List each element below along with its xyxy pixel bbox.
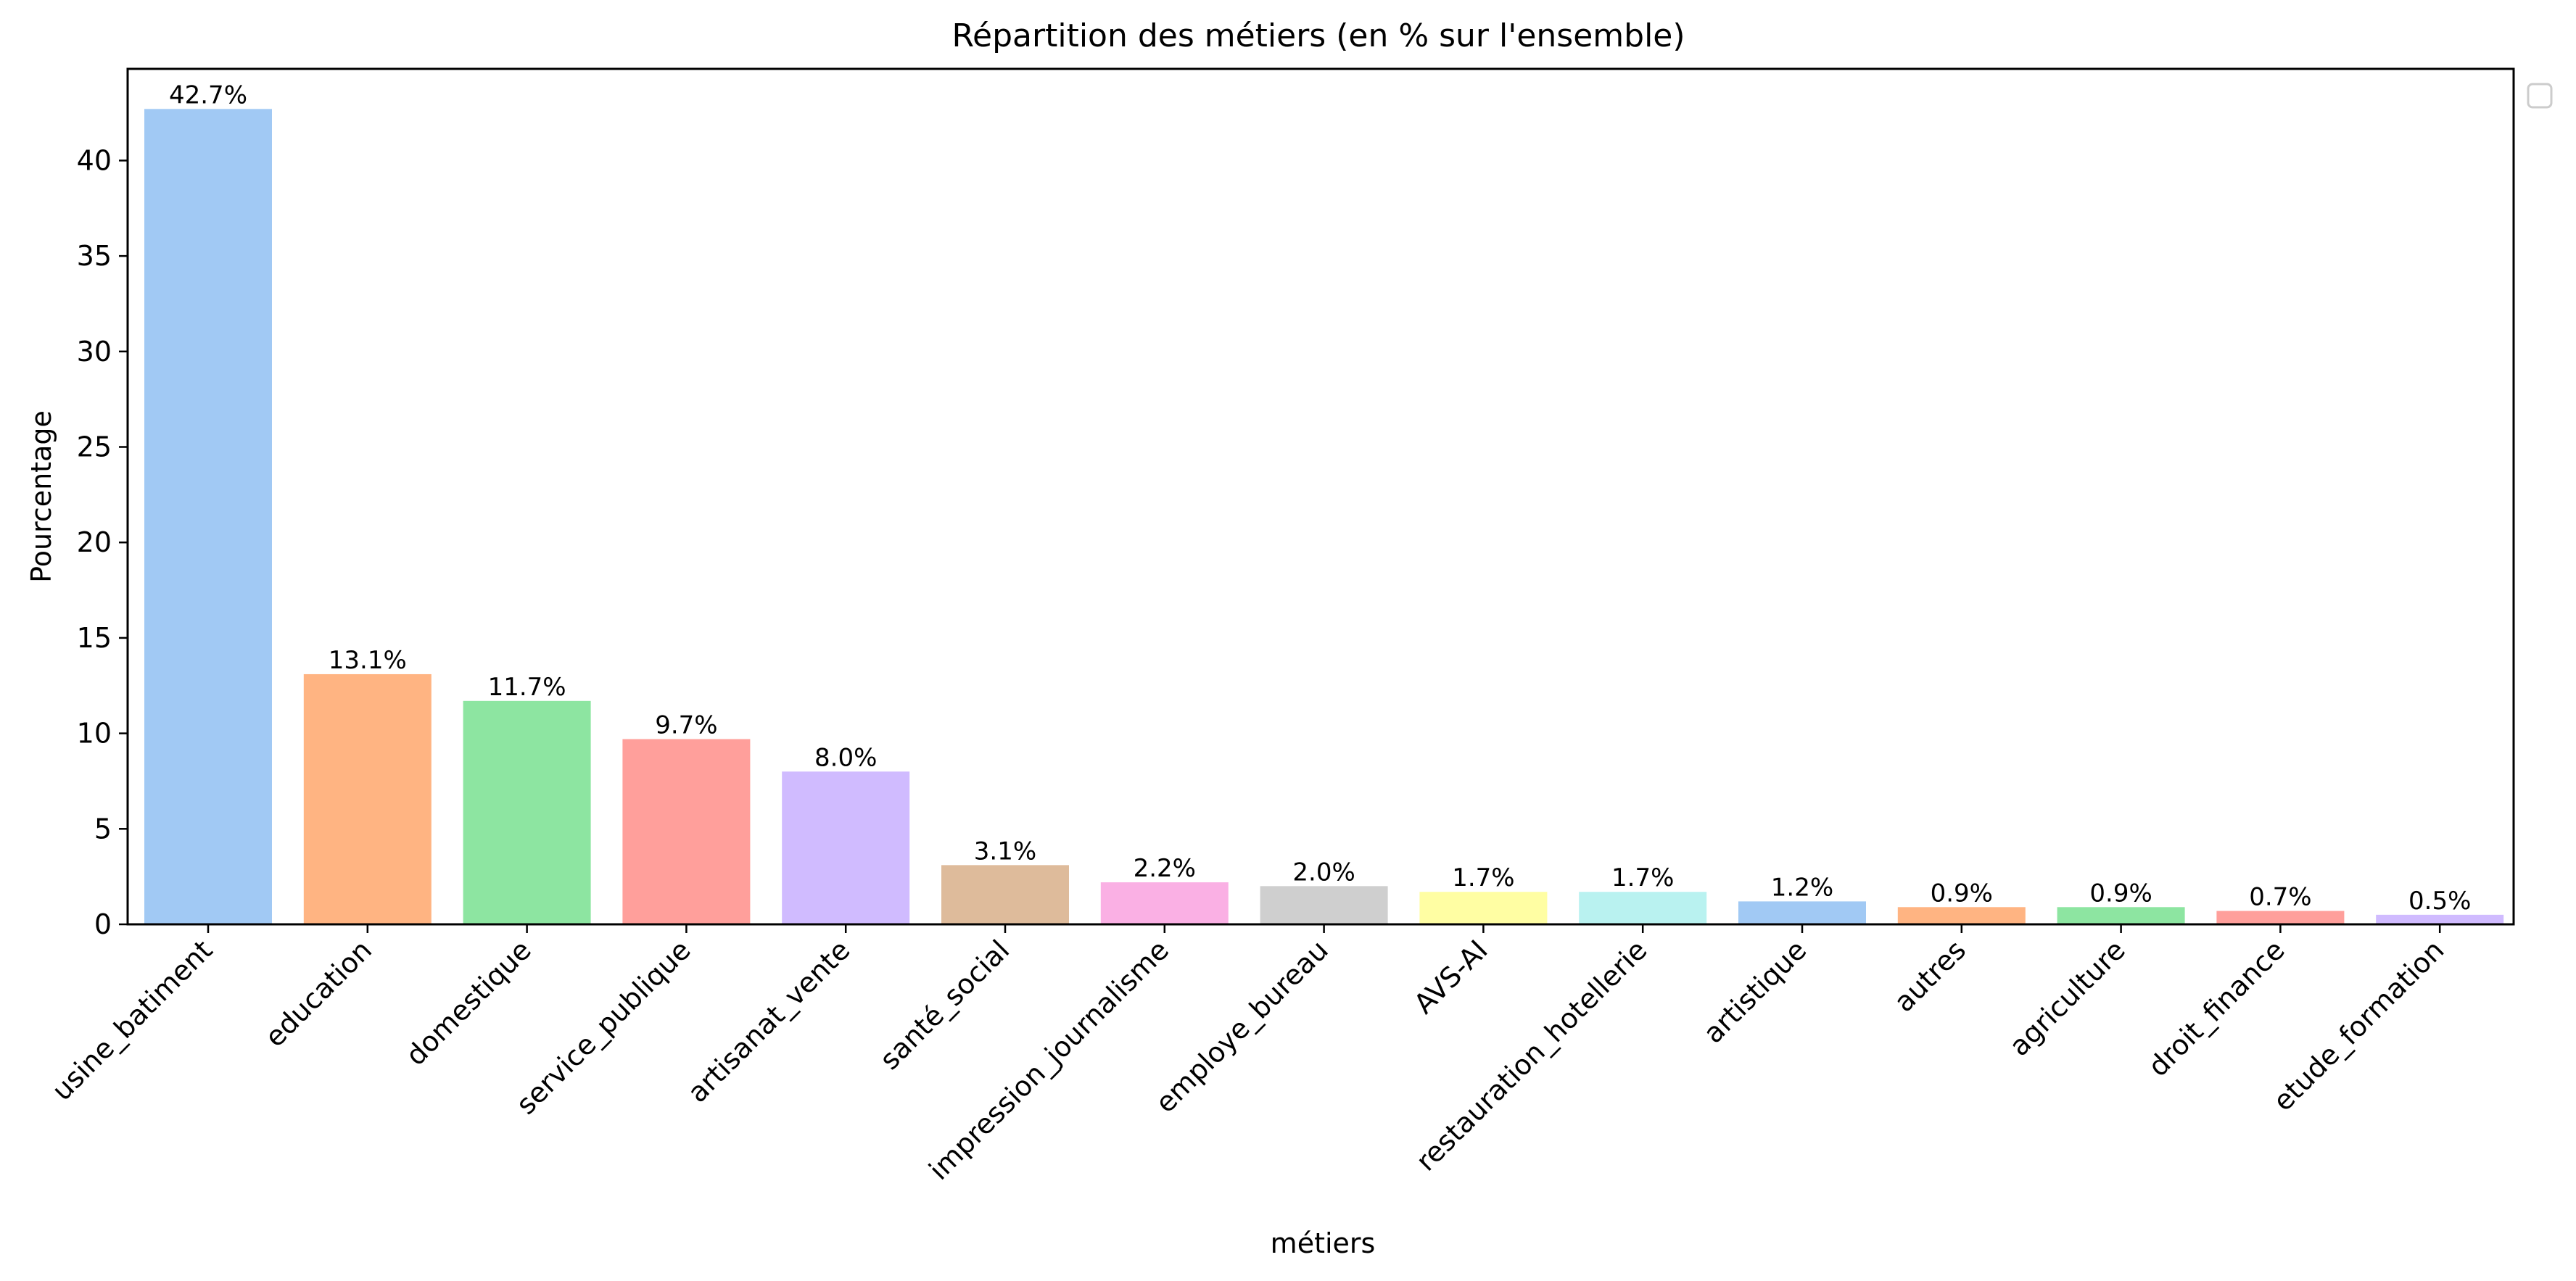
bar: [1579, 892, 1707, 924]
bar-value-label: 0.9%: [1931, 879, 1993, 908]
y-tick-label: 0: [94, 908, 112, 940]
y-tick-label: 20: [77, 526, 112, 558]
bar: [303, 673, 432, 924]
y-axis-label: Pourcentage: [25, 410, 57, 583]
bar-value-label: 8.0%: [814, 743, 877, 772]
plot-frame: [126, 67, 2515, 926]
bar: [782, 771, 910, 924]
bar: [144, 109, 272, 924]
bar-value-label: 2.0%: [1292, 858, 1355, 887]
chart-title: Répartition des métiers (en % sur l'ense…: [951, 17, 1685, 54]
bar-value-label: 13.1%: [329, 646, 407, 675]
bar-value-label: 3.1%: [974, 837, 1036, 866]
bar: [1419, 892, 1548, 924]
bar-value-label: 1.7%: [1452, 863, 1514, 892]
y-tick-label: 30: [77, 336, 112, 368]
y-tick-label: 35: [77, 240, 112, 272]
bar-value-label: 2.2%: [1134, 854, 1196, 883]
bar: [1260, 886, 1388, 924]
y-tick-label: 25: [77, 431, 112, 463]
bar: [2057, 907, 2185, 924]
bar: [463, 700, 591, 924]
bar: [1100, 882, 1229, 924]
bar-value-label: 11.7%: [488, 673, 566, 702]
y-tick-label: 15: [77, 622, 112, 654]
bar-value-label: 42.7%: [169, 80, 247, 109]
legend-box: [2527, 83, 2553, 109]
y-tick-label: 5: [94, 813, 112, 845]
bar-value-label: 0.9%: [2089, 879, 2152, 908]
bar-value-label: 9.7%: [655, 711, 717, 740]
bar: [1897, 907, 2026, 924]
bar: [622, 739, 751, 924]
bars-layer: 42.7% 13.1% 11.7% 9.7% 8.0% 3.1% 2.2% 2.0% 1.7% 1…: [144, 80, 2504, 924]
y-tick-label: 40: [77, 144, 112, 176]
bar-value-label: 1.2%: [1771, 873, 1833, 902]
bar: [941, 865, 1069, 924]
bar-value-label: 0.7%: [2249, 883, 2311, 912]
bar-value-label: 1.7%: [1611, 863, 1674, 892]
bar-value-label: 0.5%: [2408, 887, 2471, 916]
x-axis-label: métiers: [1271, 1227, 1376, 1259]
bar: [1738, 901, 1866, 924]
bar: [2216, 911, 2345, 924]
y-tick-label: 10: [77, 718, 112, 750]
bar: [2376, 914, 2504, 924]
